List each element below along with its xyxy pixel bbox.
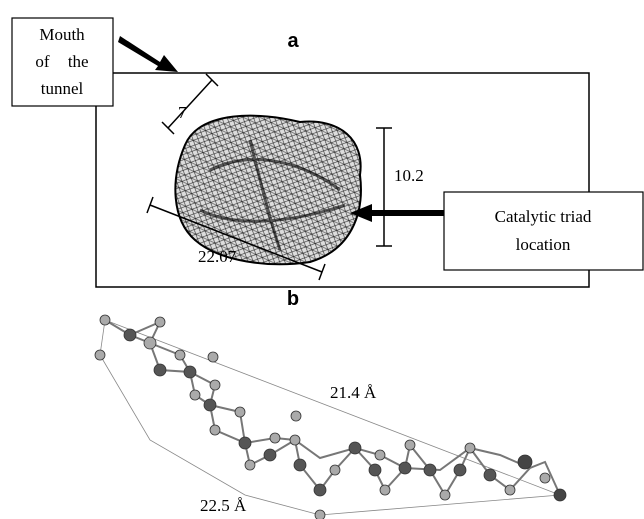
dimension-label: 22.07 (198, 247, 237, 266)
triad-text: location (516, 235, 571, 254)
distance-lines (100, 320, 560, 515)
dimension-label: 7 (178, 103, 187, 122)
mouth-text: tunnel (41, 79, 84, 98)
atoms (95, 315, 566, 519)
arrow (350, 204, 444, 222)
dimension-label: 10.2 (394, 166, 424, 185)
protein-mesh (175, 116, 361, 265)
distance-label: 22.5 Å (200, 496, 247, 515)
panel-label: b (287, 288, 299, 310)
panel-label: a (287, 30, 299, 52)
figure: a Mouth of the tunnel 7 10.2 22.07 Catal… (0, 0, 644, 519)
distance-label: 21.4 Å (330, 383, 377, 402)
mouth-text: Mouth (39, 25, 85, 44)
arrow (118, 36, 178, 72)
mouth-text: of the (35, 52, 88, 71)
triad-text: Catalytic triad (495, 207, 592, 226)
triad-box (444, 192, 643, 270)
